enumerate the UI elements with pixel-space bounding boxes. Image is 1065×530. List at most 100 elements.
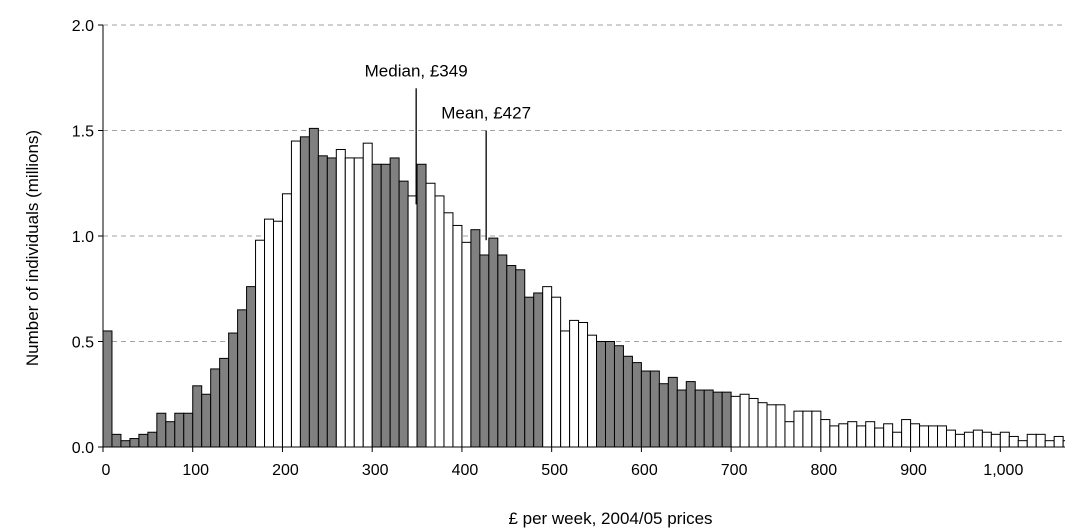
bar-260 — [335, 148, 346, 448]
bar-820 — [838, 423, 849, 448]
x-tick-label-9: 900 — [900, 462, 927, 479]
bar-0 — [102, 330, 113, 448]
bar-1040 — [1035, 433, 1046, 448]
bar-900 — [910, 423, 921, 448]
bar-320 — [389, 157, 400, 448]
bar-460 — [515, 269, 526, 448]
bar-940 — [945, 429, 956, 448]
bar-90 — [183, 412, 194, 448]
bar-390 — [452, 224, 463, 448]
y-axis-title: Number of individuals (millions) — [23, 130, 42, 366]
bar-850 — [865, 421, 876, 448]
bar-410 — [470, 229, 481, 448]
annotations: Median, £349 Mean, £427 — [365, 61, 531, 241]
bar-630 — [667, 376, 678, 448]
bar-490 — [542, 286, 553, 448]
bar-970 — [972, 429, 983, 448]
bar-400 — [461, 241, 472, 448]
bar-570 — [613, 345, 624, 448]
bar-770 — [793, 410, 804, 448]
bar-830 — [847, 421, 858, 448]
bar-420 — [479, 254, 490, 448]
bar-80 — [174, 412, 185, 448]
bar-730 — [757, 402, 768, 448]
bar-750 — [775, 404, 786, 448]
x-tick-label-2: 200 — [272, 462, 299, 479]
bar-800 — [820, 419, 831, 448]
bar-840 — [856, 425, 867, 448]
bar-710 — [739, 393, 750, 448]
bar-530 — [578, 322, 589, 448]
bar-230 — [308, 127, 319, 448]
bar-200 — [281, 193, 292, 448]
bar-600 — [640, 370, 651, 448]
bar-880 — [892, 431, 903, 448]
x-tick-label-0: 0 — [102, 462, 111, 479]
bar-310 — [380, 163, 391, 448]
bar-120 — [210, 368, 221, 448]
bar-690 — [721, 391, 732, 448]
bar-100 — [192, 385, 203, 448]
bar-980 — [981, 431, 992, 448]
bar-290 — [362, 142, 373, 448]
bar-210 — [290, 140, 301, 448]
bar-860 — [874, 427, 885, 448]
bar-910 — [919, 425, 930, 448]
x-tick-label-4: 400 — [452, 462, 479, 479]
y-tick-label-4: 2.0 — [72, 18, 94, 35]
y-tick-label-2: 1.0 — [72, 229, 94, 246]
bar-560 — [605, 341, 615, 448]
bar-650 — [685, 381, 696, 448]
bar-610 — [649, 370, 660, 448]
x-tick-label-7: 700 — [721, 462, 748, 479]
bar-930 — [937, 425, 947, 448]
bar-170 — [255, 239, 266, 448]
tick-labels: 0.0 0.5 1.0 1.5 2.0 0 100 200 300 400 500 600 700 800… — [72, 18, 1024, 479]
bar-520 — [569, 319, 580, 448]
bar-130 — [219, 357, 230, 448]
bar-920 — [928, 425, 939, 448]
bar-280 — [353, 157, 364, 448]
bar-70 — [165, 421, 176, 448]
bar-590 — [631, 362, 642, 448]
x-tick-label-5: 500 — [541, 462, 568, 479]
bar-950 — [954, 433, 965, 448]
bar-1060 — [1053, 435, 1064, 448]
bar-580 — [622, 355, 633, 448]
bar-720 — [748, 397, 759, 448]
histogram-bars — [102, 127, 1065, 448]
bar-430 — [488, 237, 499, 448]
bar-510 — [560, 330, 571, 448]
x-axis-title: £ per week, 2004/05 prices — [508, 509, 712, 528]
x-tick-label-8: 800 — [811, 462, 838, 479]
bar-40 — [138, 433, 149, 448]
bar-760 — [784, 421, 795, 448]
bar-160 — [246, 286, 257, 448]
bar-540 — [587, 334, 598, 448]
bar-470 — [524, 296, 535, 448]
bar-870 — [883, 423, 894, 448]
bar-780 — [802, 410, 813, 448]
bar-660 — [694, 389, 705, 448]
bar-790 — [811, 410, 822, 448]
bar-1010 — [1008, 435, 1019, 448]
bar-1020 — [1017, 440, 1028, 448]
x-tick-label-10: 1,000 — [983, 462, 1023, 479]
bar-1030 — [1026, 433, 1037, 448]
bar-350 — [416, 163, 427, 448]
bar-700 — [730, 395, 741, 448]
bar-450 — [506, 265, 517, 448]
y-tick-label-1: 0.5 — [72, 335, 94, 352]
bar-270 — [344, 157, 355, 448]
annotation-label-1: Mean, £427 — [441, 104, 531, 123]
bar-620 — [658, 383, 669, 448]
x-tick-label-6: 600 — [631, 462, 658, 479]
bar-740 — [766, 404, 777, 448]
bar-340 — [407, 195, 418, 448]
bar-810 — [829, 425, 840, 448]
bar-680 — [712, 391, 723, 448]
bar-360 — [425, 182, 436, 448]
bar-60 — [156, 412, 167, 448]
bar-1000 — [999, 431, 1010, 448]
